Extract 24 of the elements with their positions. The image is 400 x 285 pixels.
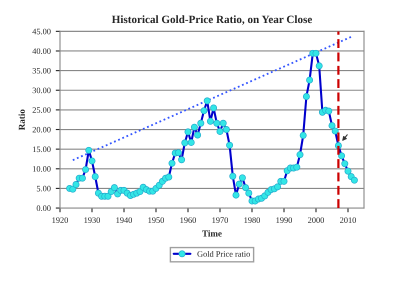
y-tick-label: 30.00: [32, 88, 51, 94]
y-tick-label: 35.00: [32, 68, 51, 74]
y-tick-label: 0.00: [36, 205, 51, 212]
x-tick-label: 1940: [116, 217, 132, 223]
x-tick-label: 1990: [276, 217, 292, 223]
y-tick-label: 25.00: [32, 107, 51, 113]
y-axis-title: Ratio: [18, 110, 25, 130]
x-tick-label: 2000: [308, 217, 324, 223]
y-tick-label: 15.00: [32, 146, 51, 152]
x-tick-label: 2010: [340, 217, 356, 223]
y-tick-label: 20.00: [32, 126, 51, 133]
y-tick-label: 45.00: [32, 28, 51, 34]
x-tick-label: 1920: [52, 217, 68, 223]
x-tick-label: 1960: [180, 217, 196, 223]
x-axis-title: Time: [202, 230, 222, 237]
y-tick-label: 40.00: [32, 48, 51, 54]
x-tick-label: 1970: [212, 217, 228, 223]
y-tick-label: 5.00: [36, 186, 51, 192]
x-tick-label: 1980: [244, 217, 260, 223]
y-tick-label: 10.00: [32, 166, 51, 172]
chart-title: Historical Gold-Price Ratio, on Year Close: [112, 15, 312, 25]
x-tick-label: 1950: [148, 217, 164, 223]
x-tick-label: 1930: [84, 217, 100, 223]
legend-label: Gold Price ratio: [197, 250, 250, 257]
